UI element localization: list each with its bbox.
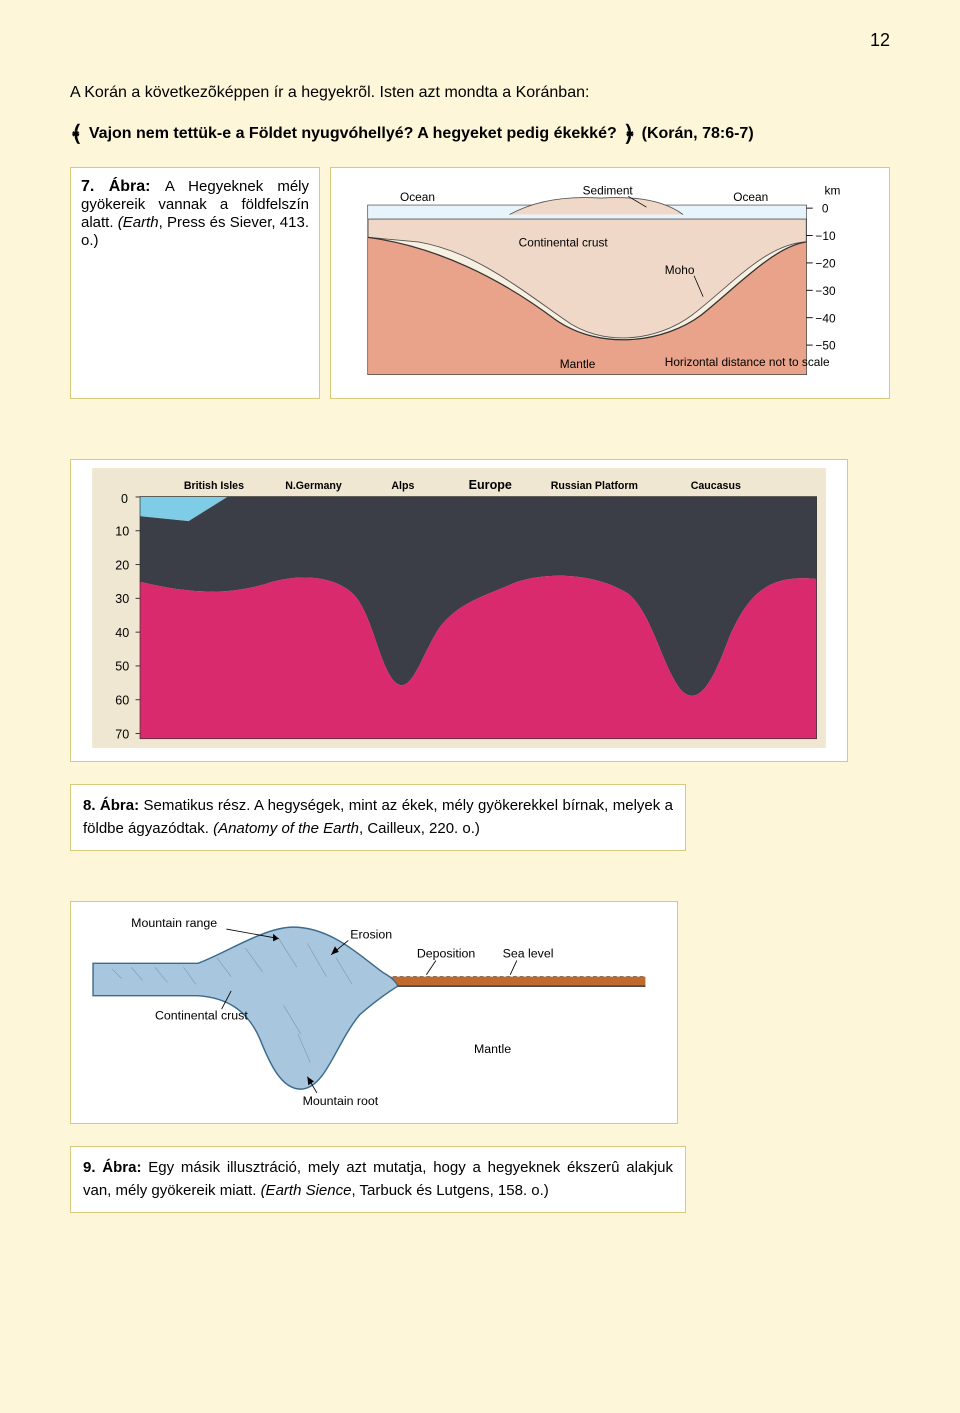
figure7-label: 7. Ábra: (81, 178, 151, 195)
figure9-label: 9. Ábra: (83, 1159, 141, 1176)
verse-text: Vajon nem tettük-e a Földet nyugvóhellyé… (89, 125, 617, 143)
fig7-label-crust: Continental crust (519, 235, 609, 249)
figure8-caption-block: 8. Ábra: Sematikus rész. A hegységek, mi… (70, 784, 686, 851)
fig8-y-3: 30 (115, 592, 129, 606)
page: 12 A Korán a következõképpen ír a hegyek… (0, 0, 960, 1323)
fig7-label-moho: Moho (665, 263, 695, 277)
verse-citation: (Korán, 78:6-7) (642, 125, 754, 143)
fig9-label-deposition: Deposition (417, 947, 476, 961)
figure9-source-rest: , Tarbuck és Lutgens, 158. o.) (351, 1182, 548, 1199)
fig8-top-5: Caucasus (691, 480, 741, 492)
fig7-label-ocean-left: Ocean (400, 190, 435, 204)
fig8-top-1: N.Germany (285, 480, 342, 492)
figure7-diagram: Ocean Sediment Ocean Continental crust M… (341, 178, 879, 388)
fig9-label-mantle: Mantle (474, 1042, 511, 1056)
fig7-km: km (825, 183, 841, 197)
fig7-tick-4: −40 (815, 311, 836, 325)
fig9-label-erosion: Erosion (350, 928, 392, 942)
verse-close-bracket-icon: ﴿ (623, 123, 636, 145)
figure7-caption-cell: 7. Ábra: A Hegyeknek mély gyökereik vann… (70, 167, 320, 399)
fig7-tick-5: −50 (815, 339, 836, 353)
fig8-top-4: Russian Platform (551, 480, 638, 492)
figure9-image-block: Mountain range Erosion Deposition Sea le… (70, 901, 678, 1124)
page-number: 12 (70, 30, 890, 51)
figure9-source-italic: (Earth Sience (261, 1182, 352, 1199)
fig8-top-3: Europe (469, 478, 512, 492)
fig8-top-2: Alps (391, 480, 414, 492)
figure7-source-italic: (Earth (118, 214, 159, 231)
fig8-y-6: 60 (115, 694, 129, 708)
fig7-label-sediment: Sediment (583, 183, 634, 197)
fig9-label-sea-level: Sea level (503, 947, 554, 961)
figure8-diagram: British Isles N.Germany Alps Europe Russ… (79, 468, 839, 748)
figure8-source-rest: , Cailleux, 220. o.) (359, 820, 480, 837)
fig8-y-1: 10 (115, 525, 129, 539)
fig7-tick-0: 0 (822, 202, 829, 216)
figure7-image-cell: Ocean Sediment Ocean Continental crust M… (330, 167, 890, 399)
fig7-tick-2: −20 (815, 256, 836, 270)
fig8-y-5: 50 (115, 660, 129, 674)
fig7-tick-3: −30 (815, 284, 836, 298)
fig8-top-0: British Isles (184, 480, 244, 492)
fig7-label-hscale: Horizontal distance not to scale (665, 355, 830, 369)
fig8-y-7: 70 (115, 727, 129, 741)
intro-paragraph: A Korán a következõképpen ír a hegyekrõl… (70, 81, 890, 105)
fig8-y-0: 0 (121, 492, 128, 506)
fig8-y-2: 20 (115, 558, 129, 572)
fig7-label-ocean-right: Ocean (733, 190, 768, 204)
verse-block: ﴾ Vajon nem tettük-e a Földet nyugvóhell… (70, 123, 890, 145)
fig9-label-cont-crust: Continental crust (155, 1009, 248, 1023)
figure8-image-block: British Isles N.Germany Alps Europe Russ… (70, 459, 848, 762)
figure9-caption-block: 9. Ábra: Egy másik illusztráció, mely az… (70, 1146, 686, 1213)
fig8-y-4: 40 (115, 626, 129, 640)
fig7-tick-1: −10 (815, 229, 836, 243)
fig9-label-mountain-range: Mountain range (131, 916, 217, 930)
figure7-row: 7. Ábra: A Hegyeknek mély gyökereik vann… (70, 167, 890, 399)
fig9-label-mountain-root: Mountain root (303, 1094, 379, 1108)
figure8-label: 8. Ábra: (83, 797, 139, 814)
figure9-diagram: Mountain range Erosion Deposition Sea le… (79, 910, 669, 1110)
verse-open-bracket-icon: ﴾ (70, 123, 83, 145)
figure8-source-italic: (Anatomy of the Earth (213, 820, 359, 837)
fig7-label-mantle: Mantle (560, 357, 596, 371)
